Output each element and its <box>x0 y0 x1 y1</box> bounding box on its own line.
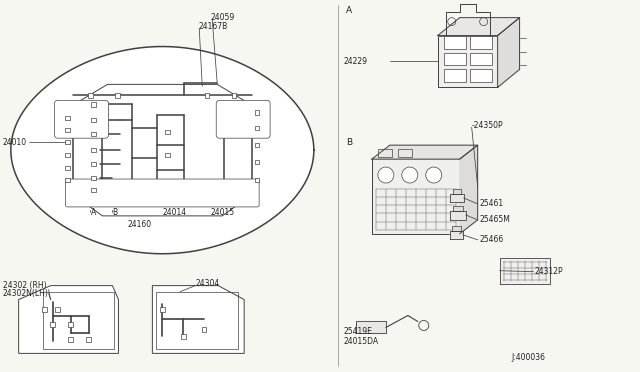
Polygon shape <box>452 189 461 194</box>
Polygon shape <box>372 145 477 159</box>
Text: 24160: 24160 <box>127 220 152 230</box>
Bar <box>65 178 70 182</box>
Bar <box>160 307 164 312</box>
Bar <box>470 36 492 48</box>
Bar <box>165 130 170 134</box>
Bar <box>92 176 96 180</box>
Polygon shape <box>460 145 477 234</box>
Bar <box>43 292 115 349</box>
Bar <box>444 52 466 65</box>
FancyBboxPatch shape <box>65 179 259 207</box>
Bar <box>255 178 259 182</box>
Bar <box>438 36 498 87</box>
Text: -24350P: -24350P <box>472 121 503 130</box>
Polygon shape <box>438 17 520 36</box>
Text: 24167B: 24167B <box>198 22 227 31</box>
Bar <box>205 93 209 97</box>
Text: 24010: 24010 <box>3 138 27 147</box>
Bar <box>65 116 70 121</box>
Bar <box>255 143 259 147</box>
Circle shape <box>426 167 442 183</box>
Bar <box>92 102 96 106</box>
Bar <box>156 292 238 349</box>
Bar <box>232 93 236 97</box>
Text: 24304: 24304 <box>195 279 220 288</box>
Bar <box>92 148 96 153</box>
Bar <box>165 153 170 157</box>
Bar <box>92 118 96 122</box>
Polygon shape <box>452 206 463 211</box>
Polygon shape <box>452 226 461 231</box>
Bar <box>92 188 96 192</box>
Polygon shape <box>19 286 118 353</box>
Text: 24229: 24229 <box>344 57 368 66</box>
Text: 24059: 24059 <box>210 13 234 22</box>
Text: 25466: 25466 <box>479 235 504 244</box>
Bar <box>372 159 460 234</box>
Polygon shape <box>450 194 464 202</box>
Polygon shape <box>498 17 520 87</box>
Bar <box>255 110 259 115</box>
Text: 24312P: 24312P <box>534 267 563 276</box>
Text: 24302N(LH): 24302N(LH) <box>3 289 49 298</box>
Text: B: B <box>113 208 118 217</box>
Bar <box>255 126 259 131</box>
Polygon shape <box>500 258 550 283</box>
Bar <box>65 153 70 157</box>
Bar <box>86 337 91 341</box>
Bar <box>470 70 492 82</box>
Bar <box>55 307 60 312</box>
Bar <box>65 128 70 132</box>
Text: J:400036: J:400036 <box>511 353 545 362</box>
Text: 24302 (RH): 24302 (RH) <box>3 281 46 290</box>
Text: 25461: 25461 <box>479 199 504 208</box>
Polygon shape <box>450 211 466 220</box>
Bar <box>115 93 120 97</box>
Text: 25465M: 25465M <box>479 215 511 224</box>
Bar <box>255 160 259 164</box>
Polygon shape <box>11 46 314 254</box>
Bar <box>68 322 73 327</box>
Bar <box>92 132 96 137</box>
Bar <box>92 162 96 166</box>
FancyBboxPatch shape <box>216 100 270 138</box>
FancyBboxPatch shape <box>54 100 108 138</box>
Text: 24015DA: 24015DA <box>344 337 379 346</box>
Text: B: B <box>346 138 352 147</box>
Circle shape <box>378 167 394 183</box>
Text: 25419E: 25419E <box>344 327 373 336</box>
Text: 24015: 24015 <box>210 208 234 217</box>
Bar <box>202 327 207 332</box>
Bar <box>378 149 392 157</box>
Bar <box>444 36 466 48</box>
Polygon shape <box>152 286 244 353</box>
Text: A: A <box>346 6 352 15</box>
Bar <box>51 322 55 327</box>
Bar <box>88 93 93 97</box>
Bar <box>398 149 412 157</box>
Bar <box>68 337 73 341</box>
Text: A: A <box>90 208 96 217</box>
Bar <box>444 70 466 82</box>
Polygon shape <box>450 231 463 239</box>
Bar <box>65 166 70 170</box>
Circle shape <box>402 167 418 183</box>
Bar <box>65 140 70 144</box>
Polygon shape <box>356 321 386 333</box>
Bar <box>470 52 492 65</box>
Bar <box>42 307 47 312</box>
Bar <box>181 334 186 339</box>
Text: 24014: 24014 <box>163 208 186 217</box>
